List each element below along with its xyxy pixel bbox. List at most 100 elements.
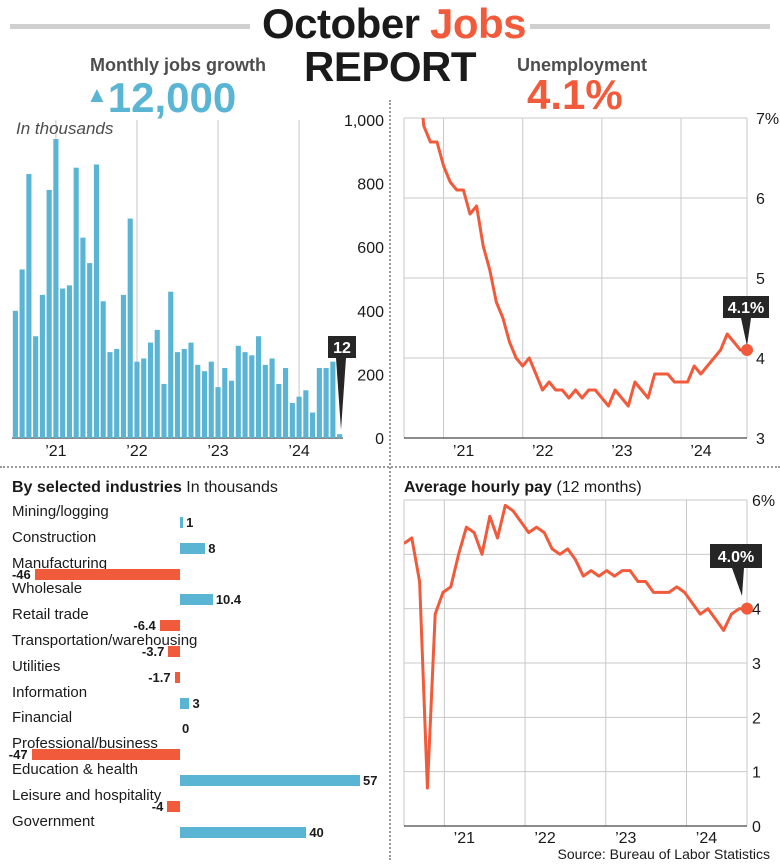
industry-label: Manufacturing bbox=[12, 554, 108, 572]
jobs-y-tick-label: 800 bbox=[357, 177, 384, 194]
industry-bar bbox=[34, 568, 180, 580]
unemployment-grid bbox=[403, 117, 748, 439]
jobs-y-tick-label: 200 bbox=[357, 367, 384, 384]
title-rule-left bbox=[10, 24, 250, 29]
unemployment-x-tick-label: ’22 bbox=[532, 443, 553, 460]
jobs-bar bbox=[249, 355, 255, 438]
jobs-bar bbox=[289, 403, 295, 438]
jobs-bar bbox=[316, 368, 322, 438]
industry-bar bbox=[167, 800, 180, 812]
jobs-bar bbox=[53, 139, 59, 438]
industry-value: -6.4 bbox=[133, 618, 156, 634]
industry-value: -1.7 bbox=[148, 669, 171, 685]
industry-value: 40 bbox=[309, 824, 324, 840]
industry-value: 1 bbox=[186, 515, 194, 530]
industry-label: Utilities bbox=[12, 657, 61, 675]
industry-bar bbox=[180, 517, 184, 528]
jobs-bar bbox=[93, 164, 100, 438]
industry-value: 0 bbox=[182, 721, 190, 737]
jobs-callout-text: 12 bbox=[333, 340, 351, 357]
pay-line-chart: 6%543210 ’21’22’23’24 4.0% bbox=[403, 493, 775, 847]
pay-title: Average hourly pay (12 months) bbox=[404, 479, 642, 497]
jobs-bar bbox=[262, 364, 268, 438]
industry-value: -3.7 bbox=[141, 644, 165, 659]
pay-grid bbox=[403, 499, 748, 827]
unemployment-end-dot bbox=[741, 344, 753, 356]
jobs-bar bbox=[73, 167, 79, 438]
industry-value: -4 bbox=[151, 798, 164, 814]
industry-label: Leisure and hospitality bbox=[12, 786, 162, 804]
jobs-bar bbox=[87, 263, 93, 438]
jobs-growth-label: Monthly jobs growth bbox=[90, 55, 266, 75]
jobs-bar bbox=[228, 380, 235, 438]
jobs-bar bbox=[242, 352, 248, 438]
jobs-x-tick-label: ’24 bbox=[288, 443, 309, 460]
jobs-bar bbox=[39, 294, 45, 438]
industry-value: -47 bbox=[8, 747, 28, 763]
jobs-growth-value: ▲12,000 bbox=[86, 72, 236, 121]
pay-x-tick-label: ’24 bbox=[696, 830, 717, 847]
jobs-y-tick-label: 400 bbox=[357, 304, 384, 321]
industry-bar bbox=[180, 697, 190, 709]
jobs-bar bbox=[310, 412, 316, 438]
jobs-bar bbox=[296, 396, 302, 438]
jobs-y-ticks: 1,000 800 600 400 200 0 bbox=[344, 113, 384, 448]
industry-label: Transportation/warehousing bbox=[12, 632, 198, 649]
jobs-bar-chart: 1,000 800 600 400 200 0 ’21 ’22 ’23 ’24 In thous… bbox=[12, 113, 384, 460]
unemployment-callout-pointer bbox=[741, 318, 751, 346]
jobs-bar bbox=[235, 345, 241, 438]
jobs-bar bbox=[12, 310, 18, 438]
jobs-x-tick-label: ’21 bbox=[45, 443, 66, 460]
pay-y-tick-label: 0 bbox=[752, 819, 761, 836]
jobs-x-tick-label: ’23 bbox=[207, 443, 228, 460]
industry-label: Education & health bbox=[12, 761, 138, 778]
title-rule-right bbox=[530, 24, 770, 29]
industry-bar bbox=[180, 542, 206, 554]
jobs-bar bbox=[323, 368, 329, 438]
industry-bar bbox=[180, 826, 307, 838]
pay-end-dot bbox=[741, 602, 753, 615]
industry-value: 3 bbox=[192, 695, 200, 711]
pay-y-tick-label: 2 bbox=[752, 710, 761, 727]
unemployment-x-tick-label: ’24 bbox=[690, 443, 711, 460]
horizontal-divider bbox=[0, 466, 780, 468]
industries-title: By selected industries In thousands bbox=[12, 479, 278, 497]
jobs-bar bbox=[208, 361, 214, 438]
jobs-bar bbox=[114, 348, 120, 438]
jobs-bar bbox=[269, 358, 275, 438]
pay-line bbox=[404, 503, 747, 790]
jobs-y-tick-label: 1,000 bbox=[344, 113, 384, 130]
pay-y-tick-label: 3 bbox=[752, 656, 761, 673]
up-arrow-icon: ▲ bbox=[86, 82, 108, 107]
industry-bar bbox=[174, 671, 180, 683]
jobs-x-ticks: ’21 ’22 ’23 ’24 bbox=[45, 443, 310, 460]
industry-value: 10.4 bbox=[215, 592, 242, 608]
title-jobs: Jobs bbox=[430, 0, 527, 47]
jobs-callout-box bbox=[328, 336, 356, 358]
pay-callout: 4.0% bbox=[710, 544, 762, 596]
jobs-bar bbox=[276, 383, 282, 438]
jobs-bar bbox=[222, 368, 228, 438]
jobs-bar bbox=[107, 352, 113, 438]
jobs-bar bbox=[46, 189, 52, 438]
industry-value: -46 bbox=[11, 566, 31, 582]
jobs-bar bbox=[168, 291, 174, 438]
unemployment-y-tick-label: 7% bbox=[756, 111, 779, 128]
jobs-bar bbox=[100, 301, 106, 438]
unemployment-y-ticks: 7% 6 5 4 3 bbox=[756, 111, 779, 448]
pay-callout-text: 4.0% bbox=[718, 549, 754, 566]
jobs-growth-number: 12,000 bbox=[107, 74, 237, 121]
industry-bar bbox=[180, 594, 213, 606]
unemployment-value: 4.1% bbox=[527, 71, 623, 118]
industry-bar bbox=[168, 646, 180, 657]
jobs-bar bbox=[66, 285, 72, 438]
jobs-callout-pointer bbox=[336, 358, 346, 430]
jobs-bar bbox=[303, 390, 309, 438]
unemployment-x-tick-label: ’23 bbox=[611, 443, 632, 460]
unemployment-label: Unemployment bbox=[517, 55, 648, 75]
pay-x-tick-label: ’21 bbox=[454, 830, 475, 847]
unemployment-x-ticks: ’21 ’22 ’23 ’24 bbox=[453, 443, 712, 460]
industry-label: Information bbox=[12, 683, 88, 701]
unemployment-callout-text: 4.1% bbox=[728, 300, 764, 317]
industry-bar bbox=[159, 620, 180, 632]
